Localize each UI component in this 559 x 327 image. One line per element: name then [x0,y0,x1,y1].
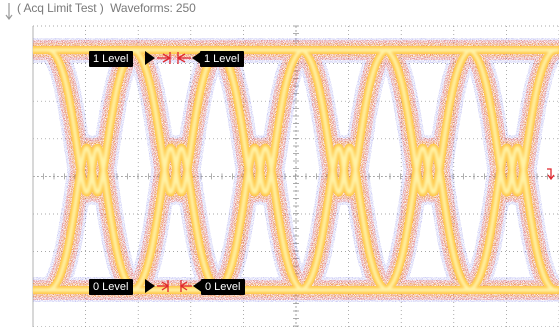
status-text: ( Acq Limit Test ) Waveforms: 250 [17,1,196,15]
zero-level-left-text: 0 Level [93,281,129,293]
one-level-right-label: 1 Level [200,51,245,67]
one-level-right-text: 1 Level [204,53,240,65]
eye-trace-path [131,48,221,292]
eye-trace-path [299,48,389,292]
eye-trace-path [215,48,305,292]
zero-level-right-text: 0 Level [205,281,241,293]
one-level-left-text: 1 Level [93,53,129,65]
one-level-left-label: 1 Level [89,51,134,67]
eye-trace-path [383,48,473,292]
zero-level-left-label: 0 Level [89,279,134,295]
eye-trace-path [47,48,137,292]
trigger-level-arrow-icon [547,168,555,181]
ground-arrow-icon [5,3,13,20]
eye-trace-path [467,48,557,292]
zero-level-right-label: 0 Level [201,279,246,295]
status-bar: ( Acq Limit Test ) Waveforms: 250 [0,0,559,24]
eye-traces [33,37,559,303]
